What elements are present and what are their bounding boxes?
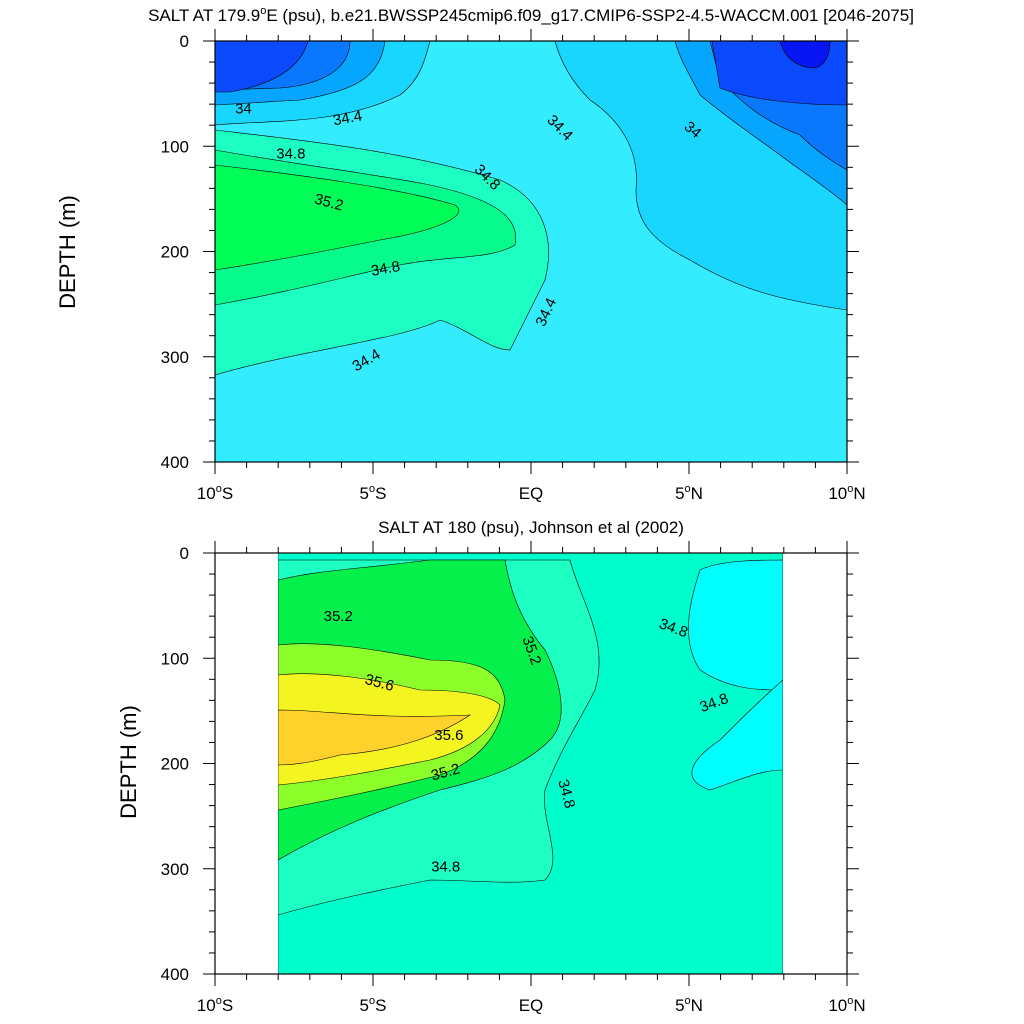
contour-label: 34.4: [332, 107, 364, 129]
contour-label: 34.8: [370, 258, 402, 280]
contour-fill-layer: [215, 41, 847, 462]
x-tick-label: EQ: [519, 996, 544, 1015]
contour-label: 34.8: [276, 146, 305, 163]
y-axis: 0 100 200 300 400: [161, 32, 859, 472]
contour-label: 34: [235, 100, 252, 117]
x-tick-label: 5oS: [360, 483, 387, 503]
y-tick-label: 0: [180, 544, 189, 563]
contour-label: 35.6: [434, 727, 463, 744]
y-tick-label: 400: [161, 453, 189, 472]
observed-salinity-panel: SALT AT 180 (psu), Johnson et al (2002) …: [116, 518, 866, 1015]
y-tick-label: 200: [161, 755, 189, 774]
x-tick-label: 10oN: [828, 995, 865, 1015]
contour-band-32.8-33.2-south: [215, 41, 309, 93]
contour-band-34.4-34.8-lower: [691, 679, 783, 791]
y-tick-label: 100: [161, 649, 189, 668]
y-tick-label: 200: [161, 243, 189, 262]
x-tick-label: 10oS: [197, 995, 233, 1015]
contour-label: 35.6: [363, 671, 396, 695]
x-axis: 10oS 5oS EQ 5oN 10oN: [197, 29, 866, 503]
contour-band-35.6-36.0: [215, 164, 460, 271]
x-tick-label: 5oS: [360, 995, 387, 1015]
contour-core-north: [779, 41, 831, 69]
x-tick-label: 10oS: [197, 483, 233, 503]
y-axis: 0 100 200 300 400: [161, 544, 859, 984]
x-tick-label: 5oN: [675, 483, 703, 503]
contour-band-36.8-37.2: [278, 709, 472, 766]
model-salinity-panel: SALT AT 179.9oE (psu), b.e21.BWSSP245cmi…: [55, 5, 914, 503]
y-tick-label: 300: [161, 860, 189, 879]
y-axis-label: DEPTH (m): [116, 705, 141, 819]
y-tick-label: 0: [180, 32, 189, 51]
contour-label: 35.2: [313, 191, 346, 215]
y-axis-label: DEPTH (m): [55, 195, 80, 309]
contour-label: 35.2: [429, 760, 462, 784]
x-tick-label: 5oN: [675, 995, 703, 1015]
x-tick-label: EQ: [519, 484, 544, 503]
contour-label: 35.2: [324, 608, 353, 625]
y-tick-label: 400: [161, 965, 189, 984]
contour-fill-layer: [278, 553, 783, 974]
x-tick-label: 10oN: [828, 483, 865, 503]
chart-title: SALT AT 179.9oE (psu), b.e21.BWSSP245cmi…: [148, 5, 914, 25]
y-tick-label: 100: [161, 137, 189, 156]
x-axis: 10oS 5oS EQ 5oN 10oN: [197, 541, 866, 1015]
chart-title: SALT AT 180 (psu), Johnson et al (2002): [378, 518, 684, 537]
contour-label: 34.8: [431, 859, 460, 876]
contour-band-34.4-34.8: [688, 559, 783, 691]
contour-label: 34.8: [554, 778, 578, 811]
y-tick-label: 300: [161, 348, 189, 367]
